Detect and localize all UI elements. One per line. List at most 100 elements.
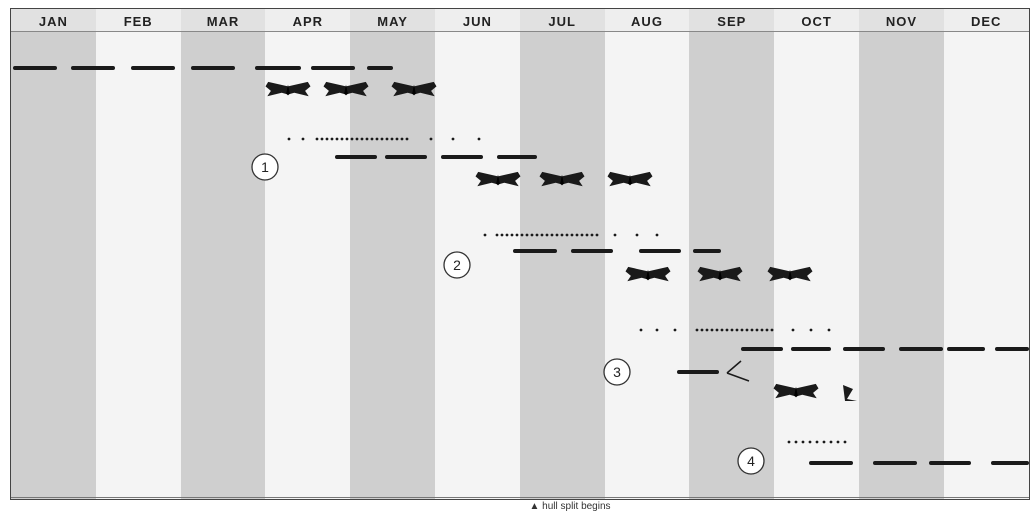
egg-dot xyxy=(655,328,659,332)
month-label-nov: NOV xyxy=(885,14,917,29)
month-label-apr: APR xyxy=(292,14,324,29)
egg-dot xyxy=(325,137,329,141)
month-label-oct: OCT xyxy=(801,14,832,29)
generation-circle xyxy=(443,251,471,279)
month-label-feb: FEB xyxy=(123,14,153,29)
moth-mark xyxy=(697,266,743,282)
moth-mark xyxy=(265,81,311,97)
egg-dot xyxy=(720,328,724,332)
egg-dot xyxy=(695,328,699,332)
moth-mark xyxy=(625,266,671,282)
moth-mark xyxy=(539,171,585,187)
egg-dot xyxy=(355,137,359,141)
egg-dot xyxy=(370,137,374,141)
egg-dot xyxy=(477,137,481,141)
egg-dot xyxy=(760,328,764,332)
egg-dot xyxy=(570,233,574,237)
generation-label: 4 xyxy=(747,453,755,469)
egg-dot xyxy=(710,328,714,332)
generation-circle xyxy=(737,447,765,475)
branch-line xyxy=(726,372,750,382)
month-label-aug: AUG xyxy=(631,14,663,29)
baseline xyxy=(11,497,1029,498)
egg-dot xyxy=(375,137,379,141)
month-column-jan xyxy=(11,9,96,499)
egg-dot xyxy=(585,233,589,237)
egg-dot xyxy=(827,328,831,332)
egg-dot xyxy=(287,137,291,141)
phenology-chart: JAN FEB MAR APR MAY JUN JUL AUG SEP OCT NOV DEC 1 2 3… xyxy=(10,8,1030,500)
egg-dot xyxy=(770,328,774,332)
egg-dot xyxy=(809,328,813,332)
egg-dot xyxy=(301,137,305,141)
life-stage-marks: 1 2 3 4 xyxy=(13,66,1029,475)
month-label-jan: JAN xyxy=(38,14,68,29)
egg-dot xyxy=(390,137,394,141)
egg-dot xyxy=(350,137,354,141)
month-header xyxy=(11,9,1029,32)
egg-dot xyxy=(822,440,826,444)
egg-dot xyxy=(505,233,509,237)
egg-dot xyxy=(335,137,339,141)
moth-mark xyxy=(323,81,369,97)
egg-dot xyxy=(595,233,599,237)
egg-dot xyxy=(580,233,584,237)
egg-dot xyxy=(405,137,409,141)
month-column-feb xyxy=(95,9,181,499)
month-column-nov xyxy=(859,9,944,499)
egg-dot xyxy=(655,233,659,237)
egg-dot xyxy=(829,440,833,444)
egg-dot xyxy=(330,137,334,141)
month-column-dec xyxy=(943,9,1029,499)
moth-mark xyxy=(475,171,521,187)
egg-dot xyxy=(755,328,759,332)
egg-dot xyxy=(730,328,734,332)
month-column-mar xyxy=(180,9,266,499)
egg-dot xyxy=(745,328,749,332)
month-column-oct xyxy=(774,9,859,499)
egg-dot xyxy=(530,233,534,237)
branch-line xyxy=(726,360,742,374)
egg-dot xyxy=(725,328,729,332)
egg-dot xyxy=(500,233,504,237)
generation-label: 3 xyxy=(613,364,621,380)
egg-dot xyxy=(635,233,639,237)
egg-dot xyxy=(836,440,840,444)
egg-dot xyxy=(365,137,369,141)
generation-circle xyxy=(251,153,279,181)
egg-dot xyxy=(545,233,549,237)
egg-dot xyxy=(515,233,519,237)
egg-dot xyxy=(843,440,847,444)
generation-label: 2 xyxy=(453,257,461,273)
month-label-sep: SEP xyxy=(717,14,747,29)
egg-dot xyxy=(340,137,344,141)
moth-mark xyxy=(767,266,813,282)
egg-dot xyxy=(345,137,349,141)
egg-dot xyxy=(395,137,399,141)
egg-dot xyxy=(360,137,364,141)
egg-dot xyxy=(400,137,404,141)
month-column-jul xyxy=(519,9,605,499)
egg-dot xyxy=(575,233,579,237)
egg-dot xyxy=(320,137,324,141)
egg-dot xyxy=(550,233,554,237)
caption-text: hull split begins xyxy=(542,501,611,512)
generation-label: 1 xyxy=(261,159,269,175)
egg-dot xyxy=(520,233,524,237)
egg-dot xyxy=(705,328,709,332)
month-label-jun: JUN xyxy=(462,14,492,29)
moth-mark xyxy=(607,171,653,187)
egg-dot xyxy=(429,137,433,141)
egg-dot xyxy=(540,233,544,237)
month-column-aug xyxy=(604,9,690,499)
egg-dot xyxy=(715,328,719,332)
egg-dot xyxy=(765,328,769,332)
egg-dot xyxy=(700,328,704,332)
egg-dot xyxy=(555,233,559,237)
triangle-up-icon: ▲ xyxy=(529,501,540,512)
egg-dot xyxy=(535,233,539,237)
moth-mark xyxy=(773,383,819,399)
egg-dot xyxy=(380,137,384,141)
egg-dot xyxy=(673,328,677,332)
egg-dot xyxy=(787,440,791,444)
